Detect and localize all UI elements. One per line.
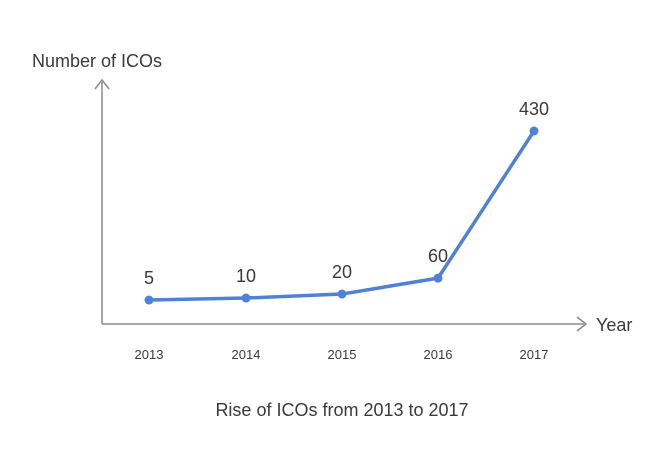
y-axis-title: Number of ICOs (32, 51, 162, 71)
chart-caption: Rise of ICOs from 2013 to 2017 (215, 400, 468, 420)
data-point-2015 (337, 289, 347, 299)
data-point-2016 (433, 273, 443, 283)
data-label-2017: 430 (519, 99, 549, 119)
x-axis-arrow-icon (576, 316, 588, 332)
x-tick-label-2017: 2017 (520, 347, 549, 362)
data-label-2013: 5 (144, 268, 154, 288)
data-label-2015: 20 (332, 262, 352, 282)
x-tick-label-2016: 2016 (424, 347, 453, 362)
data-point-2014 (241, 293, 251, 303)
x-tick-label-2013: 2013 (135, 347, 164, 362)
data-point-2017 (529, 126, 539, 136)
y-axis-arrow-icon (94, 78, 110, 90)
data-point-2013 (144, 295, 154, 305)
data-label-2014: 10 (236, 266, 256, 286)
x-axis-title: Year (596, 315, 632, 335)
data-label-2016: 60 (428, 246, 448, 266)
x-tick-label-2015: 2015 (328, 347, 357, 362)
series-group: 5 2013 10 2014 20 2015 60 2016 430 2017 (135, 99, 549, 362)
x-tick-label-2014: 2014 (232, 347, 261, 362)
